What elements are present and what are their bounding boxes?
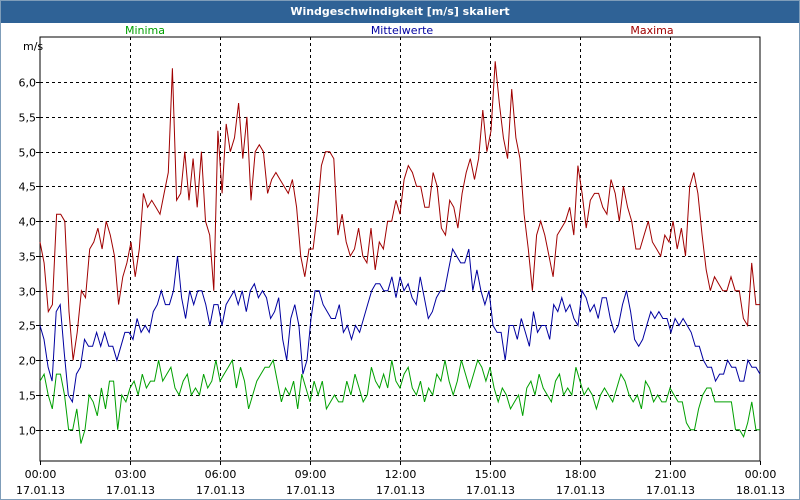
x-axis: 00:00 17.01.13 03:00 17.01.13 06:00 17.01.13 0…	[16, 461, 785, 497]
y-tick-label: 1,5	[19, 390, 37, 403]
x-tick-date: 17.01.13	[556, 484, 605, 497]
y-tick-label: 4,5	[19, 181, 37, 194]
y-axis-label: m/s	[23, 40, 43, 53]
series-line-minima	[39, 358, 760, 444]
series-line-mittelwerte	[39, 247, 761, 404]
y-tick-label: 6,0	[19, 77, 37, 90]
x-tick-time: 18:00	[565, 468, 597, 481]
y-tick-label: 3,0	[19, 286, 37, 299]
grid-lines	[40, 37, 760, 461]
y-tick-label: 3,5	[19, 251, 37, 264]
x-tick-date: 17.01.13	[376, 484, 425, 497]
y-tick-label: 4,0	[19, 216, 37, 229]
x-tick-time: 15:00	[475, 468, 507, 481]
y-tick-label: 2,5	[19, 320, 37, 333]
legend-minima: Minima	[125, 24, 165, 37]
x-tick-date: 17.01.13	[646, 484, 695, 497]
y-tick-label: 1,0	[19, 425, 37, 438]
series-line-maxima	[39, 61, 760, 361]
chart-title: Windgeschwindigkeit [m/s] skaliert	[1, 1, 799, 23]
x-tick-time: 00:00	[745, 468, 777, 481]
y-axis: 1,0 1,5 2,0 2,5 3,0 3,5 4,0 4,5 5,0 5,5 6,0	[19, 77, 40, 438]
legend-mittelwerte: Mittelwerte	[371, 24, 434, 37]
x-tick-time: 06:00	[205, 468, 237, 481]
x-tick-time: 09:00	[295, 468, 327, 481]
y-tick-label: 5,5	[19, 112, 37, 125]
x-tick-time: 12:00	[385, 468, 417, 481]
legend-maxima: Maxima	[630, 24, 673, 37]
x-tick-date: 17.01.13	[466, 484, 515, 497]
x-tick-time: 21:00	[655, 468, 687, 481]
y-tick-label: 2,0	[19, 355, 37, 368]
x-tick-date: 17.01.13	[286, 484, 335, 497]
y-tick-label: 5,0	[19, 147, 37, 160]
x-tick-date: 18.01.13	[736, 484, 785, 497]
x-tick-time: 00:00	[25, 468, 57, 481]
x-tick-date: 17.01.13	[196, 484, 245, 497]
x-tick-time: 03:00	[115, 468, 147, 481]
x-tick-date: 17.01.13	[16, 484, 65, 497]
x-tick-date: 17.01.13	[106, 484, 155, 497]
series-lines	[39, 61, 761, 444]
